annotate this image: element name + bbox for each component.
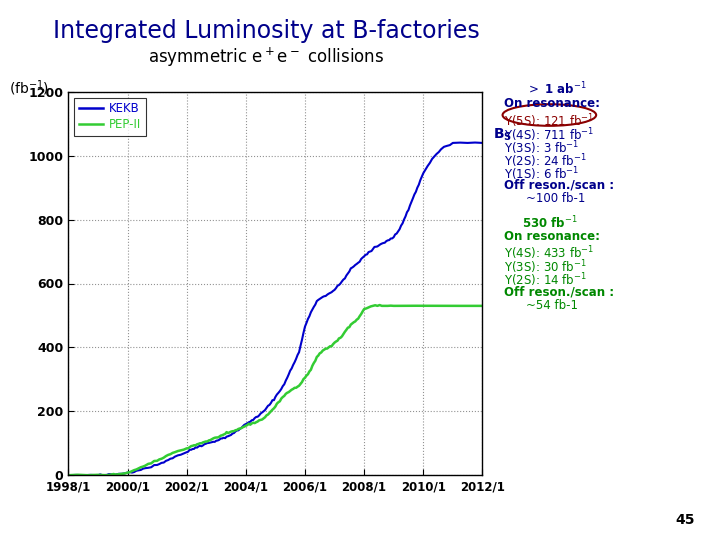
KEKB xyxy=(64,472,73,478)
Text: $\Upsilon$(4S): 433 fb$^{-1}$: $\Upsilon$(4S): 433 fb$^{-1}$ xyxy=(504,244,594,262)
Text: (fb$^{-1}$): (fb$^{-1}$) xyxy=(9,78,50,98)
Text: $\Upsilon$(3S): 3 fb$^{-1}$: $\Upsilon$(3S): 3 fb$^{-1}$ xyxy=(504,139,580,157)
Text: Off reson./scan :: Off reson./scan : xyxy=(504,285,614,298)
PEP-II xyxy=(64,472,73,478)
Text: Integrated Luminosity at B-factories: Integrated Luminosity at B-factories xyxy=(53,19,480,43)
KEKB xyxy=(220,435,228,441)
KEKB xyxy=(218,435,227,442)
Text: $>$ 1 ab$^{-1}$: $>$ 1 ab$^{-1}$ xyxy=(526,81,586,98)
Text: B$_\mathregular{S}$: B$_\mathregular{S}$ xyxy=(493,126,513,143)
Text: ~54 fb-1: ~54 fb-1 xyxy=(526,299,577,312)
Text: $\Upsilon$(4S): 711 fb$^{-1}$: $\Upsilon$(4S): 711 fb$^{-1}$ xyxy=(504,126,594,144)
PEP-II xyxy=(323,345,331,352)
PEP-II xyxy=(478,302,487,309)
KEKB xyxy=(233,427,241,434)
PEP-II xyxy=(252,419,261,426)
Line: PEP-II: PEP-II xyxy=(68,305,482,475)
Text: $\Upsilon$(2S): 14 fb$^{-1}$: $\Upsilon$(2S): 14 fb$^{-1}$ xyxy=(504,272,587,289)
KEKB xyxy=(388,235,397,242)
Line: KEKB: KEKB xyxy=(68,143,482,475)
Text: Off reson./scan :: Off reson./scan : xyxy=(504,179,614,192)
PEP-II xyxy=(268,407,276,413)
Text: $\Upsilon$(5S): 121 fb$^{-1}$: $\Upsilon$(5S): 121 fb$^{-1}$ xyxy=(504,112,594,130)
Text: asymmetric e$^+$e$^-$ collisions: asymmetric e$^+$e$^-$ collisions xyxy=(148,46,384,69)
PEP-II xyxy=(314,352,323,359)
Text: On resonance:: On resonance: xyxy=(504,97,600,110)
Text: $\Upsilon$(1S): 6 fb$^{-1}$: $\Upsilon$(1S): 6 fb$^{-1}$ xyxy=(504,165,580,183)
Text: $\Upsilon$(2S): 24 fb$^{-1}$: $\Upsilon$(2S): 24 fb$^{-1}$ xyxy=(504,152,587,170)
Legend: KEKB, PEP-II: KEKB, PEP-II xyxy=(74,98,145,136)
Text: 45: 45 xyxy=(675,512,695,526)
Text: 530 fb$^{-1}$: 530 fb$^{-1}$ xyxy=(522,214,577,231)
Text: $\Upsilon$(3S): 30 fb$^{-1}$: $\Upsilon$(3S): 30 fb$^{-1}$ xyxy=(504,258,587,276)
KEKB xyxy=(194,443,203,450)
PEP-II xyxy=(356,313,364,320)
Text: On resonance:: On resonance: xyxy=(504,230,600,243)
KEKB xyxy=(213,437,222,444)
PEP-II xyxy=(222,429,231,435)
Text: ~100 fb-1: ~100 fb-1 xyxy=(526,192,585,205)
PEP-II xyxy=(375,302,384,308)
KEKB xyxy=(478,140,487,146)
KEKB xyxy=(471,139,480,146)
